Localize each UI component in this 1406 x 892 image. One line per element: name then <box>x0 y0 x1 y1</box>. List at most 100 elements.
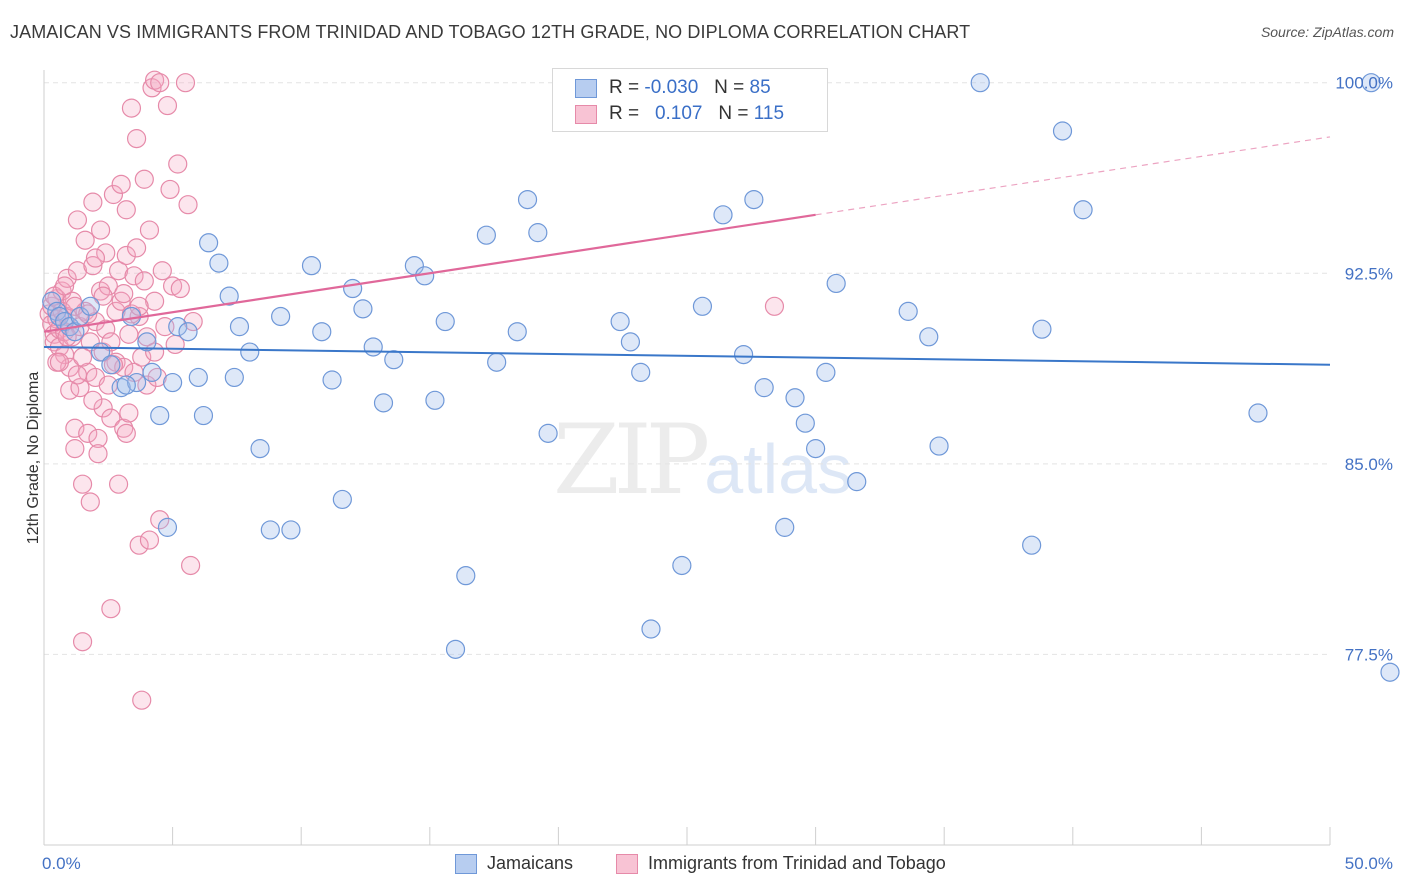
jamaicans-point <box>744 189 764 210</box>
r-value: 0.107 <box>654 103 703 124</box>
trinidad-point <box>114 284 134 304</box>
trinidad-point <box>144 291 165 311</box>
trinidad-point <box>98 276 118 296</box>
jamaicans-point <box>111 378 131 398</box>
jamaicans-point <box>332 489 352 510</box>
jamaicans-point <box>322 370 342 390</box>
jamaicans-point <box>49 306 70 327</box>
trinidad-point <box>178 195 198 215</box>
jamaicans-point <box>641 619 661 639</box>
jamaicans-point <box>363 337 383 357</box>
trinidad-point <box>72 347 93 367</box>
trend-lines <box>43 136 1331 366</box>
trinidad-point <box>103 184 124 205</box>
y-tick-label: 92.5% <box>1345 264 1393 283</box>
trinidad-point <box>111 291 131 311</box>
x-tick-label: 0.0% <box>42 854 81 873</box>
trinidad-point <box>116 423 136 443</box>
jamaicans-point <box>517 189 538 210</box>
jamaicans-point <box>157 517 178 537</box>
jamaicans-point <box>847 472 867 492</box>
watermark: ZIPatlas <box>553 404 852 516</box>
jamaicans-point <box>301 256 322 276</box>
jamaicans-point <box>47 301 67 321</box>
jamaicans-point <box>754 378 774 398</box>
trinidad-point <box>80 492 100 512</box>
trinidad-point <box>116 200 136 220</box>
trinidad-point <box>150 510 170 530</box>
jamaicans-point <box>487 352 507 372</box>
trinidad-point <box>764 296 785 316</box>
jamaicans-point <box>42 291 62 311</box>
jamaicans-point <box>353 299 373 319</box>
trinidad-trend-extension <box>815 136 1331 216</box>
jamaicans-trend-line <box>43 345 1331 366</box>
watermark-atlas: atlas <box>704 430 853 508</box>
trinidad-point <box>78 304 98 324</box>
jamaicans-point <box>1248 403 1268 423</box>
jamaicans-point <box>476 225 496 245</box>
trinidad-point <box>78 423 98 443</box>
trinidad-point <box>83 390 103 410</box>
trinidad-point <box>93 286 113 306</box>
y-tick-label: 77.5% <box>1345 645 1393 664</box>
jamaicans-point <box>610 311 630 332</box>
jamaicans-point <box>435 311 455 332</box>
jamaicans-point <box>142 362 162 382</box>
axes <box>43 70 1331 846</box>
trinidad-point <box>134 271 154 291</box>
jamaicans-point <box>1380 662 1400 682</box>
jamaicans-point <box>775 517 795 537</box>
jamaicans-point <box>713 205 733 225</box>
trinidad-point <box>121 98 142 118</box>
trinidad-point <box>44 286 64 306</box>
trinidad-point <box>49 352 70 372</box>
y-tick-label: 85.0% <box>1345 455 1393 474</box>
trinidad-trend-line <box>43 213 816 333</box>
trinidad-point <box>67 210 88 230</box>
r-label: R = <box>609 77 640 98</box>
jamaicans-point <box>199 233 219 253</box>
jamaicans-point <box>384 350 404 370</box>
legend-text-jamaicans: R = -0.030 N = 85 <box>609 77 771 99</box>
trinidad-point <box>119 403 139 423</box>
trinidad-point <box>90 220 111 240</box>
legend-swatch-blue <box>455 854 477 874</box>
trinidad-point <box>72 632 93 652</box>
y-axis-label: 12th Grade, No Diploma <box>25 372 42 545</box>
jamaicans-point <box>229 317 250 337</box>
trinidad-point <box>160 179 180 200</box>
trinidad-point <box>93 398 113 418</box>
jamaicans-point <box>1073 200 1093 220</box>
trinidad-point <box>181 555 201 576</box>
trinidad-point <box>80 332 100 352</box>
trinidad-point <box>114 418 134 438</box>
legend-swatch-pink <box>575 105 597 124</box>
trinidad-point <box>126 238 147 258</box>
trinidad-point <box>139 220 160 240</box>
trinidad-point <box>111 174 131 194</box>
n-label: N = <box>714 77 745 98</box>
jamaicans-point <box>620 332 641 352</box>
series-trinidad-points <box>39 70 785 710</box>
jamaicans-point <box>193 405 214 426</box>
jamaicans-point <box>250 439 270 459</box>
jamaicans-point <box>343 278 363 299</box>
x-tick-label: 50.0% <box>1345 854 1393 873</box>
n-label: N = <box>718 103 749 124</box>
chart-title: JAMAICAN VS IMMIGRANTS FROM TRINIDAD AND… <box>10 22 971 42</box>
trinidad-point <box>67 365 88 385</box>
legend-series-name: Immigrants from Trinidad and Tobago <box>648 853 946 873</box>
jamaicans-point <box>631 362 651 382</box>
jamaicans-point <box>281 520 301 540</box>
jamaicans-point <box>1361 73 1381 93</box>
jamaicans-point <box>1052 121 1073 141</box>
trinidad-point <box>101 332 121 352</box>
jamaicans-point <box>672 555 692 576</box>
jamaicans-point <box>733 344 754 365</box>
trinidad-point <box>108 474 129 494</box>
trinidad-point <box>101 599 121 619</box>
trinidad-point <box>65 439 85 459</box>
legend-series-name: Jamaicans <box>487 853 574 873</box>
